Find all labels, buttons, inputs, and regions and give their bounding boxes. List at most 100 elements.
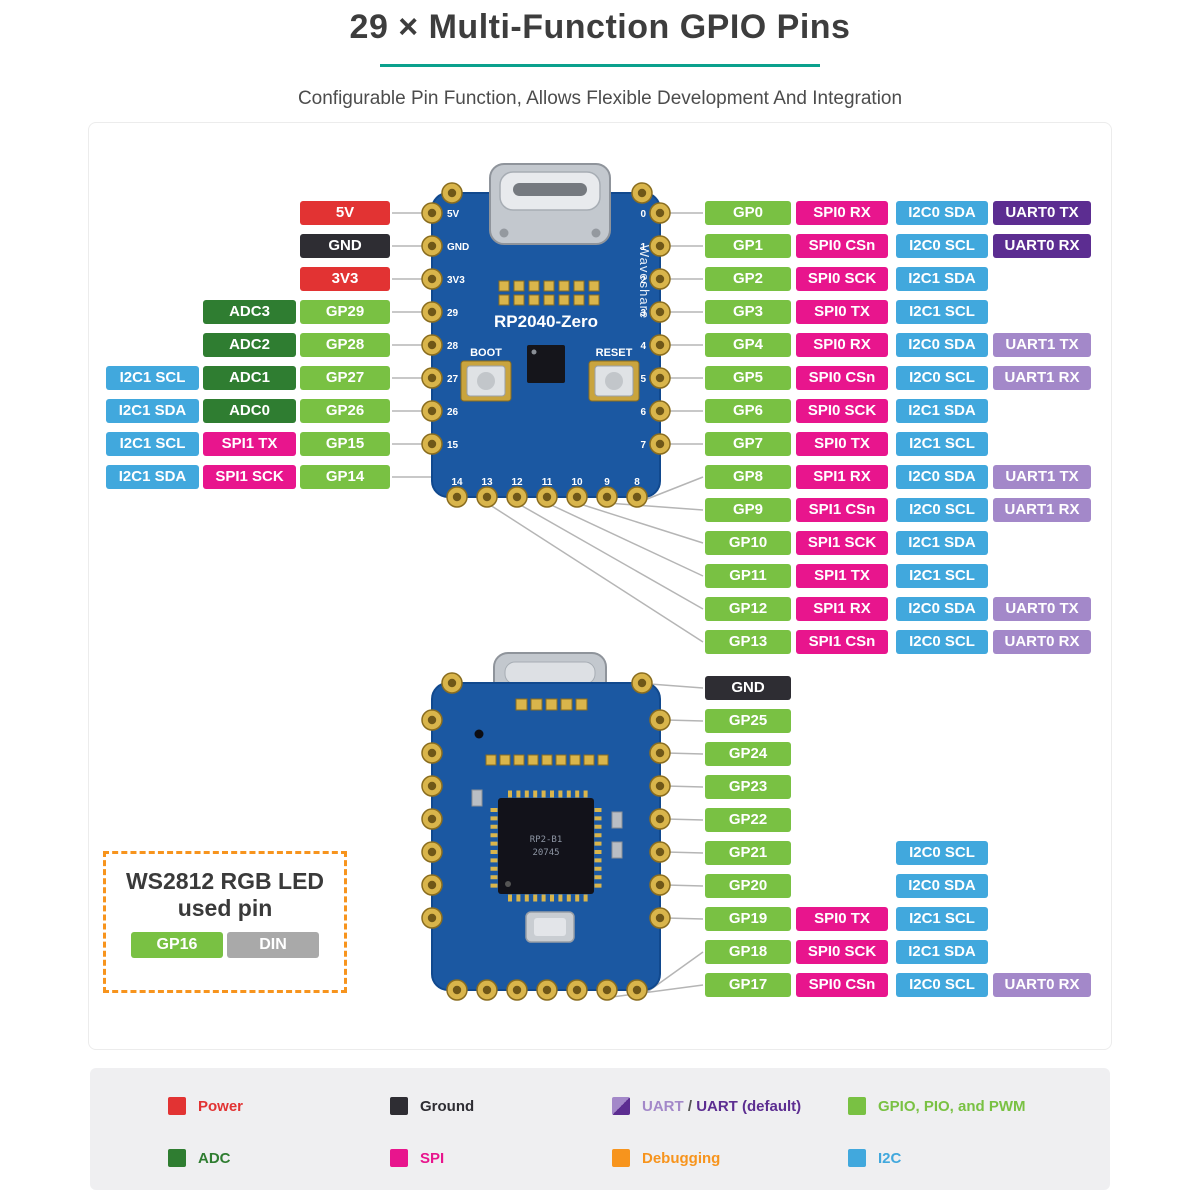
pin-label-gp10: GP10 [705,531,791,555]
connector-line [649,683,704,689]
pin-number: 0 [640,209,646,220]
pin-label-gp15: GP15 [300,432,390,456]
pin-label-i2c0-scl: I2C0 SCL [896,498,988,522]
pin-number: 8 [634,477,640,488]
pin-label-gp24: GP24 [705,742,791,766]
legend-label: I2C [878,1149,902,1167]
pin-label-i2c1-scl: I2C1 SCL [896,300,988,324]
pin-number: 3 [640,308,646,319]
legend-label: Debugging [642,1149,721,1167]
pin-number: 12 [511,477,523,488]
title-underline [380,64,820,67]
castellated-pads-front [421,182,671,508]
pin-label-gp3: GP3 [705,300,791,324]
pin-label-spi1-tx: SPI1 TX [203,432,296,456]
pin-number: 3V3 [447,275,465,286]
pin-label-spi1-csn: SPI1 CSn [796,630,888,654]
subtitle: Configurable Pin Function, Allows Flexib… [297,88,903,109]
legend-swatch [612,1097,630,1115]
pin-label-gp22: GP22 [705,808,791,832]
chip-marking-line2: 20745 [532,848,559,858]
connector-line [665,752,704,755]
pin-label-spi0-csn: SPI0 CSn [796,973,888,997]
pin-label-i2c0-scl: I2C0 SCL [896,234,988,258]
pin-label-i2c1-scl: I2C1 SCL [106,366,199,390]
pin-label-spi0-csn: SPI0 CSn [796,234,888,258]
legend-label: Power [198,1097,244,1115]
legend-swatch [848,1097,866,1115]
pin-label-gp12: GP12 [705,597,791,621]
ws2812-title: WS2812 RGB LED [125,868,325,894]
ws2812-pin-gp16: GP16 [131,932,223,958]
pin-label-gp20: GP20 [705,874,791,898]
connector-line [665,785,704,788]
pin-number: 2 [640,275,646,286]
pin-label-adc3: ADC3 [203,300,296,324]
connector-line [606,502,704,511]
smd-pads-front [498,280,600,306]
legend-swatch [612,1149,630,1167]
pin-number: 13 [481,477,493,488]
pin-label-uart0-rx: UART0 RX [993,630,1091,654]
pin-label-gp0: GP0 [705,201,791,225]
pin-label-spi0-tx: SPI0 TX [796,300,888,324]
legend-swatch [390,1149,408,1167]
connector-line [665,818,704,821]
pin-label-uart1-tx: UART1 TX [993,465,1091,489]
connector-line [486,502,704,643]
pin-label-i2c0-sda: I2C0 SDA [896,597,988,621]
pin-label-gp17: GP17 [705,973,791,997]
pin-label-uart0-rx: UART0 RX [993,234,1091,258]
pin-label-adc2: ADC2 [203,333,296,357]
pin-label-spi0-rx: SPI0 RX [796,201,888,225]
pin-label-gp8: GP8 [705,465,791,489]
pin-label-spi1-sck: SPI1 SCK [796,531,888,555]
pin-number: 28 [447,341,459,352]
pin-label-i2c0-scl: I2C0 SCL [896,973,988,997]
pin-label-i2c1-scl: I2C1 SCL [106,432,199,456]
board-front: RP2040-Zero Waveshare BOOT RESET 5V GND 3V… [421,163,671,508]
pin-label-gp19: GP19 [705,907,791,931]
pin-label-i2c1-sda: I2C1 SDA [896,267,988,291]
pin-label-uart1-rx: UART1 RX [993,366,1091,390]
pin-label-gp6: GP6 [705,399,791,423]
pin-number: 9 [604,477,610,488]
rp2040-chip-back: RP2-B1 20745 [490,790,602,902]
pin-label-i2c1-scl: I2C1 SCL [896,564,988,588]
connector-line [636,476,704,504]
ws2812-note: WS2812 RGB LED used pin GP16 DIN [103,851,347,993]
legend-label: UART / UART (default) [642,1097,802,1115]
pin-label-gp26: GP26 [300,399,390,423]
pin-label-gp4: GP4 [705,333,791,357]
pin-label-spi0-sck: SPI0 SCK [796,940,888,964]
pin-number: 6 [640,407,646,418]
pin-label-i2c0-sda: I2C0 SDA [896,333,988,357]
legend-item-adc: ADC [168,1146,231,1170]
pin-label-uart0-tx: UART0 TX [993,201,1091,225]
legend-item-gpio-pio-and-pwm: GPIO, PIO, and PWM [848,1094,1026,1118]
boot-label: BOOT [470,347,502,359]
pin-label-gp18: GP18 [705,940,791,964]
pin-label-gp7: GP7 [705,432,791,456]
page-title: 29 × Multi-Function GPIO Pins [349,8,851,46]
pin-label-spi1-csn: SPI1 CSn [796,498,888,522]
pin-label-i2c1-sda: I2C1 SDA [896,531,988,555]
pin-label-gnd: GND [705,676,791,700]
pin-label-spi0-sck: SPI0 SCK [796,399,888,423]
connector-line [611,984,704,998]
usb-c-connector-front [489,163,611,245]
pin-number: 26 [447,407,459,418]
pin-number: 5V [447,209,460,220]
pin-label-gp21: GP21 [705,841,791,865]
legend-item-uart: UART / UART (default) [612,1094,801,1118]
pin-label-i2c1-sda: I2C1 SDA [106,399,199,423]
pin-label-gp25: GP25 [705,709,791,733]
legend-swatch [168,1149,186,1167]
pin-number: 27 [447,374,459,385]
pin-number: 15 [447,440,459,451]
legend-item-i2c: I2C [848,1146,901,1170]
pin-number: 11 [542,477,553,488]
pin-label-gp27: GP27 [300,366,390,390]
pin-label-5v: 5V [300,201,390,225]
